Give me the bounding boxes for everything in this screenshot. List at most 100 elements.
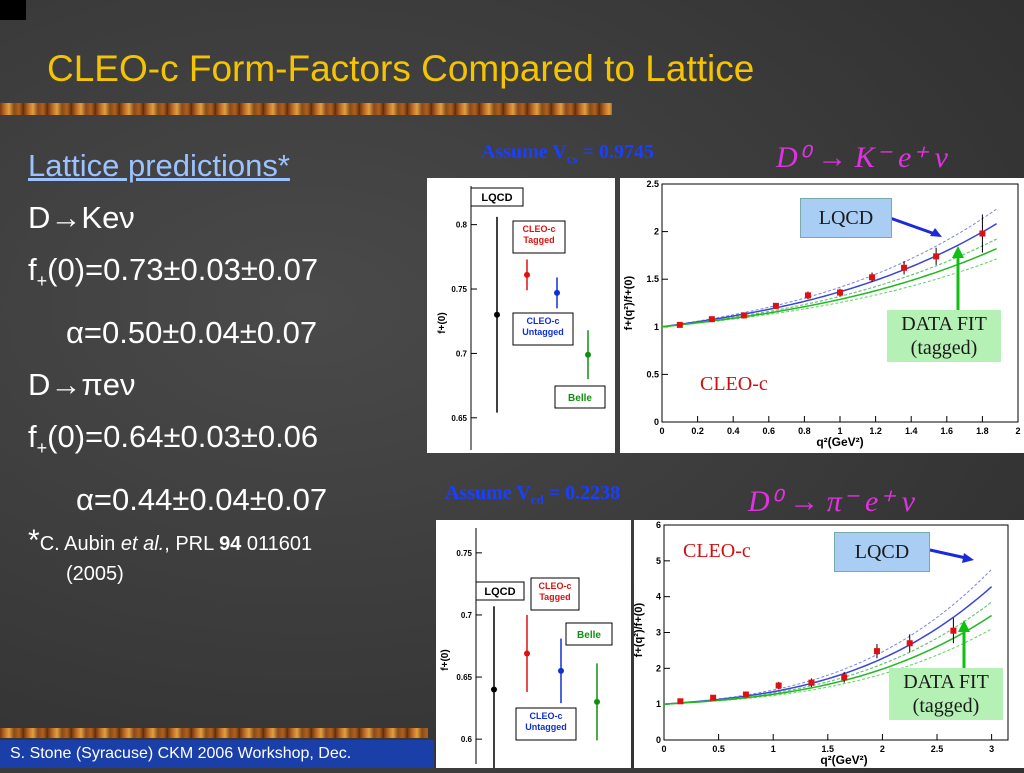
lqcd-label-bottom: LQCD	[834, 532, 930, 572]
data-point	[933, 253, 940, 260]
x-tick-label: 0	[661, 744, 666, 754]
x-tick-label: 2	[1015, 426, 1020, 436]
decay-line-k: D→Keν	[28, 200, 135, 235]
y-tick-label: 1.5	[646, 274, 659, 284]
data-fit-label-top: DATA FIT (tagged)	[887, 310, 1001, 362]
y-tick-label: 2	[654, 227, 659, 237]
data-point	[554, 289, 560, 296]
x-tick-label: 0.8	[798, 426, 811, 436]
legend-label: Tagged	[539, 592, 570, 602]
x-tick-label: 0	[659, 426, 664, 436]
y-tick-label: 0.8	[456, 221, 468, 230]
y-tick-label: 1	[656, 699, 661, 709]
assume-value: = 0.2238	[543, 482, 621, 504]
lqcd-curve	[661, 223, 997, 328]
lqcd-curve	[663, 586, 993, 705]
f0-value-pi: (0)=0.64±0.03±0.06	[47, 419, 319, 455]
q2-chart-bottom: 0 0.5 1 1.5 2 2.5 3 0 1 2 3 4 5 6 q²(GeV²) f+(q²)/f+(0)	[633, 520, 1009, 767]
x-tick-label: 2.5	[931, 744, 944, 754]
q2-chart-top: 0 0.2 0.4 0.6 0.8 1 1.2 1.4 1.6 1.8 2 0 0.5 1 1.5 2 2.5 q…	[623, 179, 1021, 449]
legend-box	[475, 581, 525, 601]
lqcd-label-top: LQCD	[800, 198, 892, 238]
fit-line-2: (tagged)	[912, 695, 980, 717]
data-point	[808, 679, 815, 686]
y-tick-label: 0.6	[461, 735, 473, 744]
ref-journal: , PRL	[164, 533, 220, 556]
legend-box	[554, 385, 606, 409]
f0-comparison-panel-top: 0.65 0.7 0.75 0.8 f+(0) LQCD CLEO-c Tagged CLEO-…	[427, 178, 615, 453]
x-tick-label: 1.2	[869, 426, 882, 436]
data-point	[775, 682, 782, 689]
legend-label: Tagged	[523, 235, 554, 245]
f0-value-k: (0)=0.73±0.03±0.07	[47, 252, 319, 287]
f-symbol: f	[28, 419, 37, 455]
arrow-shaft	[889, 216, 936, 236]
arrow-head	[930, 228, 942, 237]
x-tick-label: 1.4	[905, 426, 918, 436]
decay-formula-k: D⁰ → K⁻ e⁺ ν	[776, 141, 949, 174]
y-tick-label: 0.7	[461, 611, 473, 620]
y-axis-label: f+(0)	[437, 312, 448, 333]
data-point	[524, 650, 530, 657]
x-tick-label: 1	[837, 426, 842, 436]
x-tick-label: 1.6	[941, 426, 954, 436]
data-point	[740, 312, 747, 319]
f0-comparison-panel-bottom: 0.6 0.65 0.7 0.75 f+(0) LQCD CLEO-c Tagged CLEO-…	[436, 520, 631, 773]
slide-title: CLEO-c Form-Factors Compared to Lattice	[47, 48, 755, 89]
data-fit-label-bottom: DATA FIT (tagged)	[889, 668, 1003, 720]
alpha-line-pi: α=0.44±0.04±0.07	[76, 482, 328, 518]
x-tick-label: 3	[989, 744, 994, 754]
footer-decor-stripe	[0, 728, 428, 738]
x-tick-label: 2	[880, 744, 885, 754]
f-symbol: f	[28, 252, 37, 287]
cleo-label-top: CLEO-c	[700, 373, 768, 395]
assume-label: Assume V	[445, 482, 531, 504]
title-decor-stripe	[0, 103, 612, 115]
legend-box	[512, 312, 574, 346]
y-tick-label: 0.7	[456, 349, 468, 358]
legend-label: LQCD	[484, 586, 515, 598]
lqcd-band-upper	[661, 208, 997, 328]
y-tick-label: 0.5	[646, 369, 659, 379]
q2-panel-bottom: 0 0.5 1 1.5 2 2.5 3 0 1 2 3 4 5 6 q²(GeV²) f+(q²)/f+(0)	[633, 520, 1024, 768]
legend-label: CLEO-c	[522, 224, 555, 234]
assume-sub: cd	[530, 492, 544, 507]
legend-box	[565, 622, 613, 646]
legend-box	[512, 220, 566, 254]
x-tick-label: 1.5	[822, 744, 835, 754]
assume-value: = 0.9745	[577, 141, 655, 163]
legend-label: CLEO-c	[529, 711, 562, 721]
f-sub: +	[36, 271, 48, 292]
legend-label: CLEO-c	[526, 316, 559, 326]
lqcd-band-upper	[663, 568, 992, 705]
cleo-label-bottom: CLEO-c	[683, 540, 751, 562]
y-tick-label: 3	[656, 628, 661, 638]
x-tick-label: 0.5	[712, 744, 725, 754]
legend-label: Belle	[568, 393, 592, 404]
data-point	[494, 311, 500, 318]
ref-star: *	[28, 524, 40, 558]
legend-label: LQCD	[481, 192, 512, 204]
arrow-head	[958, 620, 970, 632]
y-axis-label: f+(0)	[440, 649, 451, 670]
legend-label: Untagged	[522, 327, 564, 337]
assume-vcd: Assume Vcd = 0.2238	[445, 482, 620, 508]
assume-label: Assume V	[481, 141, 567, 163]
footer: S. Stone (Syracuse) CKM 2006 Workshop, D…	[0, 740, 434, 768]
x-tick-label: 0.4	[727, 426, 740, 436]
legend-box	[530, 577, 580, 611]
data-point	[585, 351, 591, 358]
fit-curve	[661, 248, 997, 328]
arrow-shaft	[929, 548, 967, 560]
legend-label: Untagged	[525, 722, 567, 732]
data-point	[804, 292, 811, 299]
reference: *C. Aubin et al., PRL 94 011601 (2005)	[28, 526, 327, 589]
data-point	[906, 640, 913, 647]
data-point	[869, 274, 876, 281]
y-tick-label: 2	[656, 663, 661, 673]
assume-sub: cs	[566, 151, 578, 166]
fit-band-upper	[663, 601, 992, 705]
y-tick-label: 0.75	[456, 549, 472, 558]
fit-curve	[663, 614, 993, 705]
data-point	[979, 230, 986, 237]
